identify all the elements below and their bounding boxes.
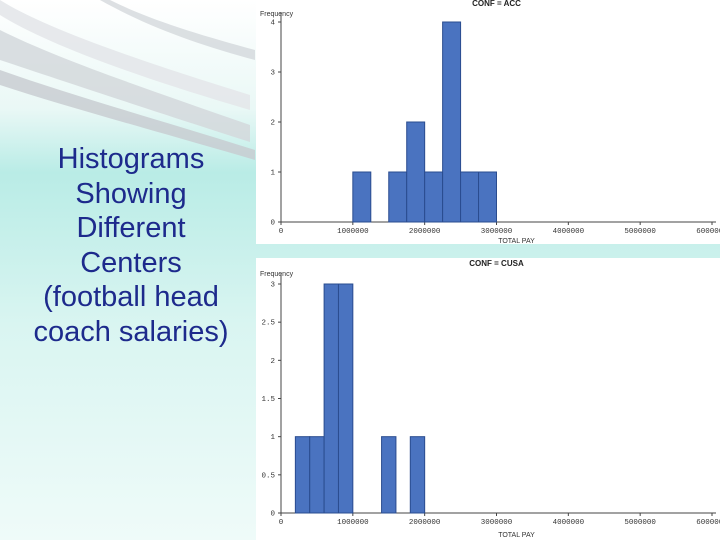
slide-title: Histograms Showing Different Centers (fo…: [4, 142, 258, 349]
histogram-bar: [323, 283, 339, 514]
x-tick-label: 4000000: [553, 228, 585, 236]
y-tick-label: 2: [270, 358, 275, 366]
histogram-bar: [406, 121, 426, 223]
y-tick-label: 1: [270, 434, 275, 442]
y-tick-label: 4: [270, 20, 275, 28]
x-tick-label: 5000000: [624, 228, 656, 236]
x-tick-label: 5000000: [624, 519, 656, 527]
x-axis-label: TOTAL PAY: [498, 238, 535, 244]
x-axis-label: TOTAL PAY: [498, 532, 535, 539]
y-tick-label: 1: [270, 170, 275, 178]
x-tick-label: 0: [279, 228, 284, 236]
histogram-bar: [478, 171, 498, 223]
x-tick-label: 3000000: [481, 228, 513, 236]
x-tick-label: 3000000: [481, 519, 513, 527]
y-tick-label: 0.5: [261, 472, 275, 480]
histogram-cusa: CONF = CUSA Frequency TOTAL PAY 0 0.5 1 1.5 2 2.…: [256, 258, 720, 540]
x-tick-label: 4000000: [553, 519, 585, 527]
title-line: coach salaries): [33, 315, 229, 348]
histogram-bar: [442, 21, 462, 223]
histogram-bar: [424, 171, 444, 223]
x-tick-label: 6000000: [696, 228, 720, 236]
title-line: (football head: [43, 281, 219, 313]
histogram-acc-plot: CONF = ACC Frequency TOTAL PAY 0 1 2 3 4 0 100000…: [260, 0, 720, 244]
chart-title: CONF = ACC: [472, 0, 521, 8]
x-tick-label: 2000000: [409, 228, 441, 236]
histogram-acc: CONF = ACC Frequency TOTAL PAY 0 1 2 3 4 0 100000…: [256, 0, 720, 244]
y-tick-label: 0: [270, 220, 275, 228]
title-line: Different: [76, 212, 186, 244]
histogram-bar: [388, 171, 408, 223]
title-line: Histograms: [57, 143, 205, 175]
histogram-cusa-plot: CONF = CUSA Frequency TOTAL PAY 0 0.5 1 1.5 2 2.…: [260, 259, 720, 539]
x-tick-label: 1000000: [337, 228, 369, 236]
x-tick-label: 1000000: [337, 519, 369, 527]
histogram-bar: [337, 283, 354, 514]
y-tick-label: 2.5: [261, 320, 275, 328]
title-line: Centers: [80, 246, 182, 279]
title-line: Showing: [75, 177, 187, 210]
x-tick-label: 2000000: [409, 519, 441, 527]
histogram-bar: [381, 436, 397, 514]
y-tick-label: 1.5: [261, 396, 275, 404]
x-tick-label: 0: [279, 519, 284, 527]
y-axis-label: Frequency: [260, 11, 294, 18]
chart-title: CONF = CUSA: [469, 259, 524, 268]
y-tick-label: 2: [270, 120, 275, 128]
y-axis-label: Frequency: [260, 271, 294, 278]
y-tick-label: 0: [270, 511, 275, 519]
histogram-bar: [409, 436, 426, 514]
y-tick-label: 3: [270, 282, 275, 290]
histogram-bar: [294, 436, 311, 514]
y-tick-label: 3: [270, 70, 275, 78]
histogram-bar: [352, 171, 372, 223]
x-tick-label: 6000000: [696, 519, 720, 527]
histogram-bar: [460, 171, 480, 223]
histogram-bar: [309, 436, 325, 514]
